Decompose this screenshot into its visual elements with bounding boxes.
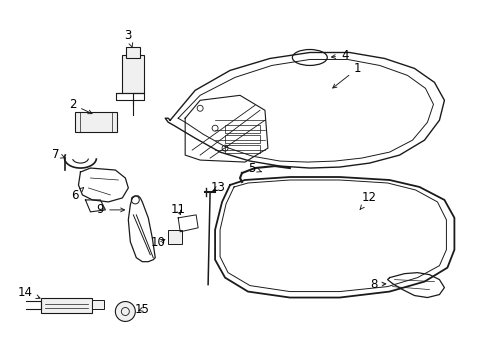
Bar bbox=[75, 112, 117, 132]
Text: 3: 3 bbox=[124, 29, 132, 48]
Bar bbox=[126, 46, 140, 58]
Text: 5: 5 bbox=[248, 162, 261, 175]
Bar bbox=[224, 125, 260, 133]
Bar bbox=[92, 300, 104, 310]
Bar bbox=[224, 145, 260, 153]
Text: 4: 4 bbox=[331, 49, 348, 62]
Text: 2: 2 bbox=[69, 98, 92, 114]
Text: 7: 7 bbox=[52, 148, 65, 161]
Text: 13: 13 bbox=[210, 181, 225, 194]
Bar bbox=[168, 230, 182, 244]
Text: 11: 11 bbox=[170, 203, 185, 216]
Circle shape bbox=[115, 302, 135, 321]
Text: 10: 10 bbox=[150, 236, 165, 249]
Text: 9: 9 bbox=[97, 203, 124, 216]
Text: 12: 12 bbox=[359, 192, 376, 210]
Bar bbox=[41, 298, 92, 314]
Text: 15: 15 bbox=[135, 303, 149, 316]
Bar bbox=[122, 55, 144, 93]
Text: 6: 6 bbox=[71, 188, 83, 202]
Text: 1: 1 bbox=[332, 62, 361, 88]
Bar bbox=[224, 135, 260, 143]
Text: 8: 8 bbox=[369, 278, 385, 291]
Text: 14: 14 bbox=[18, 286, 40, 299]
